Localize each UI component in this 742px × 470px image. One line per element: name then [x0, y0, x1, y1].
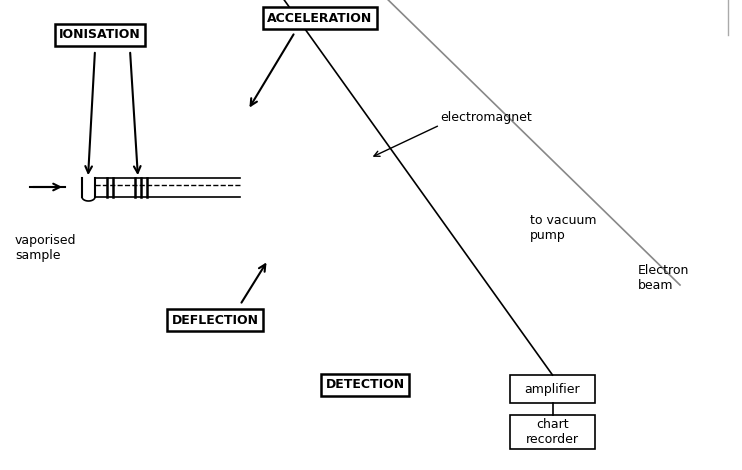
- Text: Electron
beam: Electron beam: [638, 264, 689, 292]
- Text: electromagnet: electromagnet: [440, 111, 532, 125]
- Text: to vacuum
pump: to vacuum pump: [530, 214, 597, 242]
- Text: DETECTION: DETECTION: [326, 378, 404, 392]
- Bar: [510, 415, 595, 449]
- Text: IONISATION: IONISATION: [59, 29, 141, 41]
- Text: ACCELERATION: ACCELERATION: [267, 11, 372, 24]
- Text: chart
recorder: chart recorder: [526, 418, 579, 446]
- Text: amplifier: amplifier: [525, 383, 580, 395]
- Bar: [510, 375, 595, 403]
- Text: vaporised
sample: vaporised sample: [15, 234, 76, 262]
- Text: DEFLECTION: DEFLECTION: [171, 313, 258, 327]
